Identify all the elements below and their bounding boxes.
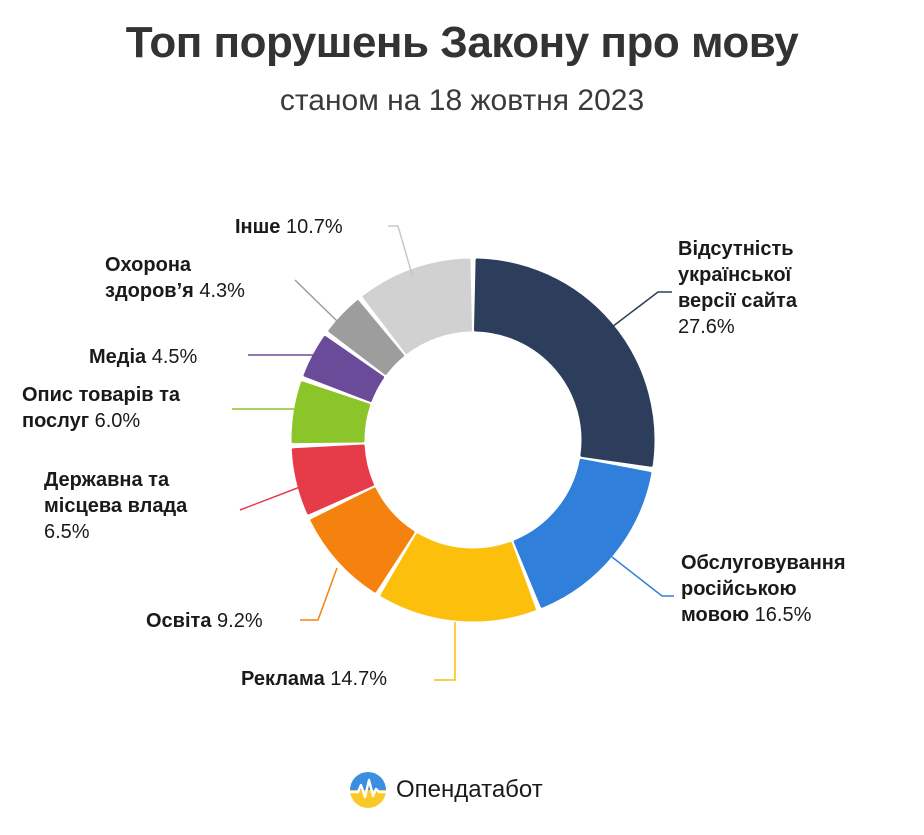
chart-subtitle: станом на 18 жовтня 2023 [279,84,645,117]
opendatabot-logo-icon [350,772,386,808]
label-healthcare: Охорона здоров’я 4.3% [105,254,245,302]
leader-line [239,486,301,511]
donut-slice [362,258,473,354]
donut-slice [328,300,405,375]
leader-line [388,225,414,279]
label-other: Інше 10.7% [235,216,343,238]
brand: Опендатабот [348,770,543,810]
donut-slice [513,458,652,608]
donut-slice [310,487,415,593]
label-no-ukrainian-site: Відсутність української версії сайта 27.… [678,238,797,338]
leader-line [294,279,339,323]
leader-line [611,556,674,597]
label-education: Освіта 9.2% [146,610,263,632]
donut-slice [291,381,371,444]
leader-line [434,622,456,681]
leader-line [611,291,672,328]
brand-name: Опендатабот [396,776,543,803]
label-advertising: Реклама 14.7% [241,668,387,690]
label-media: Медіа 4.5% [89,346,198,368]
donut-slice [473,258,655,467]
donut-slice [380,533,536,622]
label-russian-service: Обслуговування російською мовою 16.5% [681,552,846,626]
label-government: Державна та місцева влада 6.5% [44,469,188,543]
label-goods-services: Опис товарів та послуг 6.0% [22,384,181,432]
chart-title: Топ порушень Закону про мову [125,18,799,67]
leader-line [300,567,338,621]
donut-slice [303,336,385,402]
donut-slice [291,444,374,515]
